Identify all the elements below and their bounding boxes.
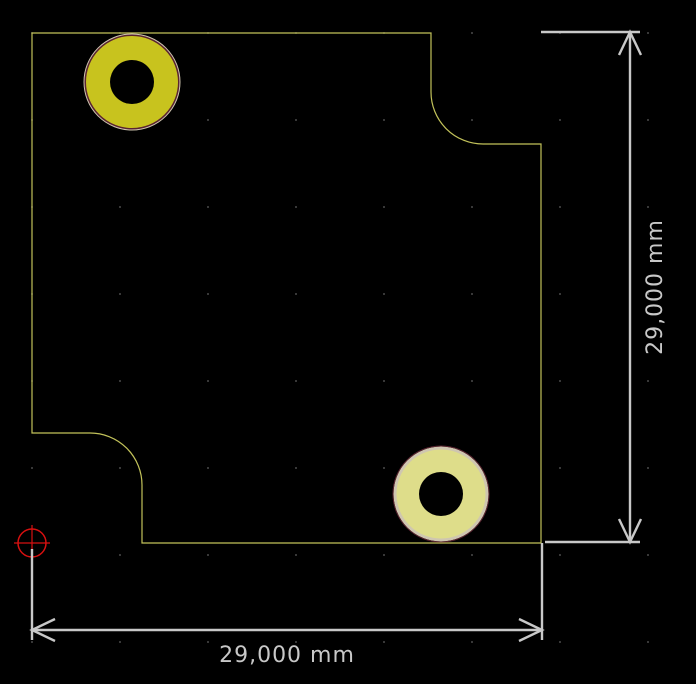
grid-dot: [471, 293, 473, 295]
grid-dot: [119, 293, 121, 295]
grid-dot: [295, 641, 297, 643]
drill-hole: [110, 60, 154, 104]
grid-dot: [383, 380, 385, 382]
grid-dot: [119, 380, 121, 382]
grid-dot: [647, 32, 649, 34]
drill-hole: [419, 472, 463, 516]
mounting-hole-bottom-right[interactable]: [392, 445, 490, 543]
grid-dot: [559, 554, 561, 556]
grid-dot: [647, 467, 649, 469]
grid-dot: [647, 293, 649, 295]
grid-dot: [559, 467, 561, 469]
grid-dot: [647, 641, 649, 643]
grid-dot: [559, 119, 561, 121]
grid-dot: [647, 554, 649, 556]
grid-dot: [471, 206, 473, 208]
grid-dot: [295, 206, 297, 208]
grid-dot: [471, 380, 473, 382]
grid-dot: [383, 554, 385, 556]
grid-dot: [559, 206, 561, 208]
grid-dot: [295, 293, 297, 295]
grid-dot: [31, 641, 33, 643]
grid-dot: [647, 119, 649, 121]
grid-dot: [207, 467, 209, 469]
grid-dot: [647, 206, 649, 208]
grid-dot: [207, 641, 209, 643]
horizontal-dimension[interactable]: [29, 543, 545, 643]
grid-dot: [119, 554, 121, 556]
grid-dot: [471, 554, 473, 556]
grid-dot: [31, 467, 33, 469]
grid-dot: [207, 119, 209, 121]
vertical-dimension[interactable]: [541, 29, 643, 545]
grid-dot: [647, 380, 649, 382]
grid-dot: [207, 293, 209, 295]
pad-outline: [392, 445, 490, 543]
grid-dot: [207, 206, 209, 208]
h-dim-arrow-left: [29, 617, 56, 643]
v-dim-arrow-bottom: [617, 518, 643, 545]
grid-dot: [383, 293, 385, 295]
grid-dot: [119, 206, 121, 208]
grid-dot: [559, 293, 561, 295]
grid-dot: [471, 119, 473, 121]
grid-dot: [559, 641, 561, 643]
grid-dot: [295, 554, 297, 556]
h-dim-arrow-right: [518, 617, 545, 643]
grid-dot: [383, 119, 385, 121]
grid-dot: [471, 641, 473, 643]
grid-dot: [207, 554, 209, 556]
pad-outline: [83, 33, 181, 131]
grid-dot: [383, 467, 385, 469]
grid-dot: [295, 467, 297, 469]
grid-dot: [295, 380, 297, 382]
grid-dot: [383, 641, 385, 643]
horizontal-dimension-label: 29,000 mm: [219, 643, 355, 668]
grid-dot: [119, 641, 121, 643]
grid-dot: [207, 380, 209, 382]
grid-dot: [383, 206, 385, 208]
mounting-hole-top-left[interactable]: [83, 33, 181, 131]
grid-dot: [559, 380, 561, 382]
grid-dot: [471, 32, 473, 34]
grid-dot: [119, 467, 121, 469]
v-dim-arrow-top: [617, 29, 643, 56]
vertical-dimension-label: 29,000 mm: [643, 219, 668, 355]
grid-dot: [295, 119, 297, 121]
